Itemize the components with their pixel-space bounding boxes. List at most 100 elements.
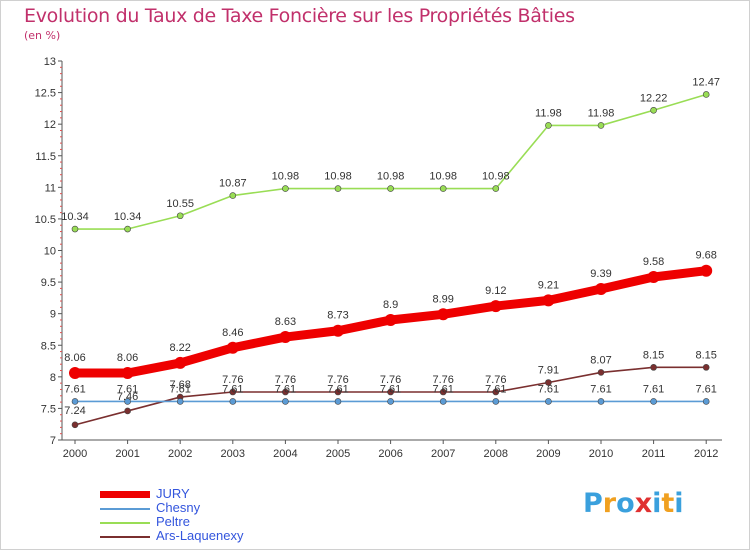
y-tick-label: 7 bbox=[50, 435, 56, 447]
data-point-jury bbox=[595, 283, 607, 296]
data-point-peltre bbox=[124, 225, 131, 233]
data-label-ars-laquenexy: 7.76 bbox=[485, 374, 506, 386]
chart-title: Evolution du Taux de Taxe Foncière sur l… bbox=[24, 5, 575, 27]
data-label-peltre: 10.87 bbox=[219, 178, 247, 190]
data-label-chesny: 7.61 bbox=[380, 383, 401, 395]
data-label-chesny: 7.61 bbox=[432, 383, 453, 395]
y-tick-label: 11.5 bbox=[35, 151, 56, 163]
data-point-ars-laquenexy bbox=[387, 388, 394, 396]
data-label-chesny: 7.61 bbox=[695, 383, 716, 395]
data-point-ars-laquenexy bbox=[334, 388, 342, 396]
data-point-peltre bbox=[650, 106, 657, 114]
data-label-jury: 8.63 bbox=[275, 316, 296, 328]
data-point-jury bbox=[437, 308, 450, 321]
data-label-chesny: 7.61 bbox=[538, 383, 559, 395]
data-point-chesny bbox=[492, 398, 500, 405]
legend-label: JURY bbox=[156, 486, 190, 501]
data-point-chesny bbox=[71, 398, 79, 405]
data-point-peltre bbox=[334, 185, 342, 192]
x-tick-label: 2012 bbox=[694, 448, 718, 460]
data-label-peltre: 11.98 bbox=[588, 107, 615, 119]
y-tick-label: 10 bbox=[44, 246, 56, 258]
data-label-ars-laquenexy: 7.24 bbox=[64, 405, 85, 417]
data-point-chesny bbox=[650, 398, 657, 405]
data-label-jury: 9.39 bbox=[590, 268, 611, 280]
data-label-jury: 8.22 bbox=[169, 342, 190, 354]
data-point-peltre bbox=[176, 212, 184, 220]
legend-item-ars-laquenexy: Ars-Laquenexy bbox=[100, 528, 340, 544]
y-tick-label: 9 bbox=[50, 309, 56, 321]
data-label-jury: 8.46 bbox=[222, 327, 243, 339]
logo-letter: t bbox=[661, 488, 675, 519]
data-label-jury: 8.73 bbox=[327, 310, 348, 322]
y-tick-label: 12 bbox=[44, 119, 56, 131]
data-label-jury: 9.12 bbox=[485, 285, 506, 297]
x-tick-label: 2005 bbox=[326, 448, 350, 460]
data-point-peltre bbox=[387, 185, 394, 192]
data-label-peltre: 10.98 bbox=[377, 171, 405, 183]
data-point-chesny bbox=[282, 398, 289, 405]
x-tick-label: 2002 bbox=[168, 448, 192, 460]
y-tick-label: 9.5 bbox=[41, 277, 56, 289]
data-label-chesny: 7.61 bbox=[117, 383, 138, 395]
data-point-peltre bbox=[597, 122, 605, 129]
data-label-ars-laquenexy: 7.76 bbox=[432, 374, 453, 386]
y-tick-label: 8 bbox=[50, 372, 56, 384]
x-tick-label: 2008 bbox=[484, 448, 508, 460]
data-point-chesny bbox=[597, 398, 605, 405]
legend-swatch bbox=[100, 522, 150, 524]
data-point-chesny bbox=[702, 398, 710, 405]
data-point-chesny bbox=[334, 398, 342, 405]
data-point-ars-laquenexy bbox=[229, 388, 237, 396]
data-label-peltre: 10.34 bbox=[114, 211, 142, 223]
data-point-jury bbox=[384, 313, 397, 326]
y-tick-label: 8.5 bbox=[41, 340, 56, 352]
logo-letter: r bbox=[602, 488, 617, 519]
data-label-peltre: 12.22 bbox=[640, 92, 668, 104]
proxiti-logo: Proxiti bbox=[583, 488, 684, 519]
data-point-chesny bbox=[439, 398, 447, 405]
data-label-ars-laquenexy: 7.76 bbox=[222, 374, 243, 386]
data-label-jury: 9.21 bbox=[538, 279, 559, 291]
data-point-jury bbox=[332, 324, 344, 337]
data-point-peltre bbox=[71, 225, 79, 233]
data-label-peltre: 12.47 bbox=[692, 76, 720, 88]
data-label-ars-laquenexy: 8.07 bbox=[590, 354, 611, 366]
data-label-ars-laquenexy: 8.15 bbox=[643, 349, 664, 361]
data-point-jury bbox=[700, 264, 713, 277]
data-point-jury bbox=[174, 356, 187, 369]
data-label-chesny: 7.61 bbox=[485, 383, 506, 395]
data-point-peltre bbox=[702, 91, 710, 98]
data-point-chesny bbox=[229, 398, 237, 405]
data-point-ars-laquenexy bbox=[124, 407, 131, 415]
data-point-jury bbox=[121, 367, 134, 380]
chart-unit-label: (en %) bbox=[24, 29, 61, 42]
x-tick-label: 2000 bbox=[63, 448, 87, 460]
legend-swatch bbox=[100, 491, 150, 498]
data-point-ars-laquenexy bbox=[597, 369, 605, 376]
logo-letter: x bbox=[634, 488, 653, 519]
data-label-ars-laquenexy: 7.68 bbox=[169, 379, 190, 391]
data-point-ars-laquenexy bbox=[71, 421, 79, 429]
data-point-ars-laquenexy bbox=[282, 388, 289, 396]
data-label-jury: 9.58 bbox=[643, 256, 664, 268]
data-point-ars-laquenexy bbox=[650, 364, 657, 371]
logo-letter: o bbox=[616, 488, 635, 519]
data-point-ars-laquenexy bbox=[702, 364, 710, 371]
x-tick-label: 2007 bbox=[431, 448, 455, 460]
y-tick-label: 10.5 bbox=[35, 214, 56, 226]
data-point-chesny bbox=[124, 398, 131, 405]
data-label-chesny: 7.61 bbox=[643, 383, 664, 395]
data-label-peltre: 11.98 bbox=[535, 107, 562, 119]
data-label-ars-laquenexy: 7.46 bbox=[117, 391, 138, 403]
y-tick-label: 11 bbox=[45, 182, 56, 194]
data-label-chesny: 7.61 bbox=[590, 383, 611, 395]
data-label-jury: 8.9 bbox=[383, 299, 398, 311]
data-label-ars-laquenexy: 7.76 bbox=[327, 374, 348, 386]
data-label-chesny: 7.61 bbox=[275, 383, 296, 395]
legend-label: Chesny bbox=[156, 500, 201, 515]
data-point-peltre bbox=[282, 185, 289, 192]
data-point-jury bbox=[69, 367, 81, 380]
